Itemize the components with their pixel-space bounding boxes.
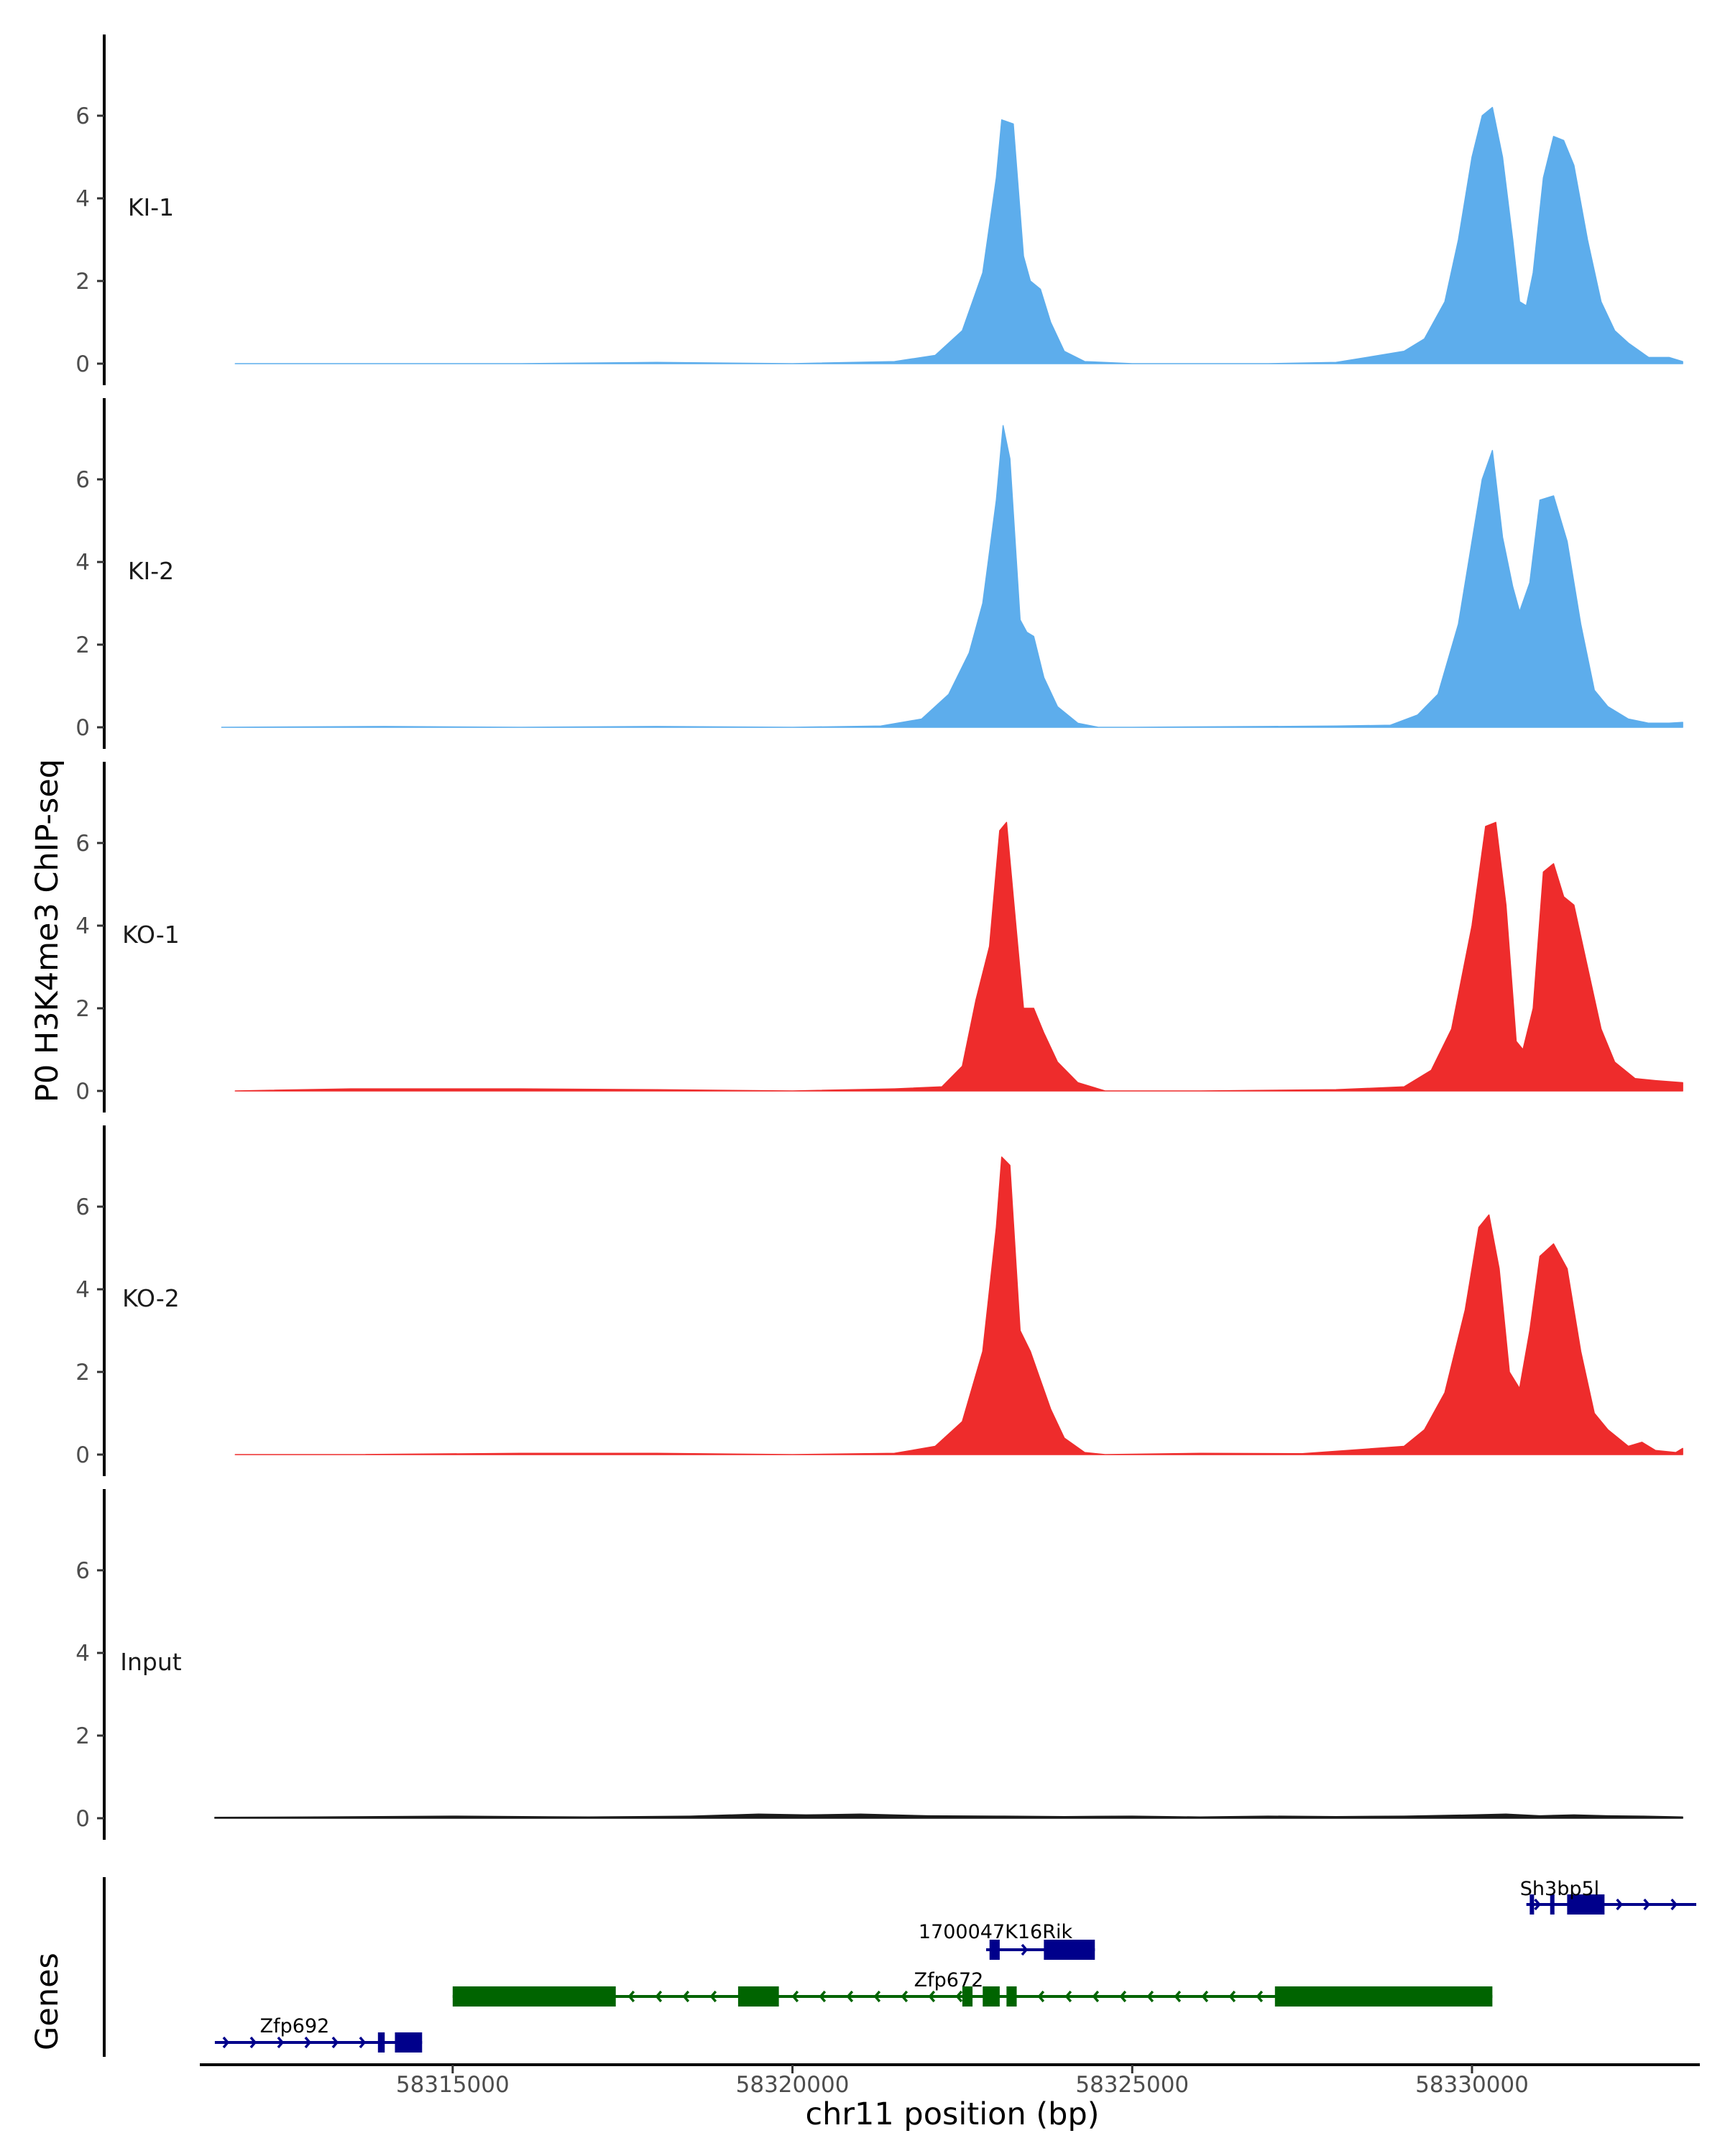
y-axis-title: P0 H3K4me3 ChIP-seq [29,759,65,1102]
strand-arrow [1534,1898,1541,1911]
y-tick-label: 4 [75,550,90,576]
track-ko-1: 0 2 4 6 KO-1 [75,762,1683,1112]
gene-exon [1530,1894,1535,1915]
gene-label: Sh3bp5l [1520,1878,1599,1900]
strand-arrow [1643,1898,1650,1911]
y-tick-label: 6 [75,1194,90,1220]
strand-arrow [1021,1943,1029,1956]
gene-exon [989,1940,1000,1960]
strand-arrow [791,1990,799,2003]
strand-arrow [1174,1990,1182,2003]
strand-arrow [1670,1898,1678,1911]
gene-exon [737,1986,779,2007]
coverage-area [234,106,1683,364]
genes-axis-title: Genes [29,1953,65,2050]
y-tick-label: 0 [75,1442,90,1468]
coverage-tracks: 0 2 4 6 KI-1 0 2 4 6 KI-2 0 2 4 6 KO-1 0 2 4 6 KO-2 0 2 4 6 Inpu… [75,34,1683,1840]
strand-arrow [1037,1990,1045,2003]
x-tick-label: 58315000 [396,2072,510,2098]
y-tick-label: 4 [75,1641,90,1667]
x-axis: 58315000 58320000 58325000 58330000 [200,2063,1700,2098]
y-tick-label: 4 [75,913,90,939]
strand-arrow [277,2036,285,2049]
coverage-area [221,425,1683,728]
y-tick-label: 0 [75,351,90,377]
track-label: KI-2 [128,557,174,585]
strand-arrow [955,1990,963,2003]
strand-arrow [222,2036,230,2049]
y-tick-label: 6 [75,467,90,493]
track-label: KI-1 [128,193,174,221]
strand-arrow [846,1990,854,2003]
gene-exon [962,1986,973,2007]
track-ki-1: 0 2 4 6 KI-1 [75,34,1683,385]
strand-arrow [1092,1990,1100,2003]
y-tick-label: 2 [75,1360,90,1386]
gene-label: Zfp692 [260,2015,330,2037]
gene-exon [1006,1986,1017,2007]
coverage-area [214,1813,1683,1819]
y-tick-label: 4 [75,1277,90,1303]
gene-exon [1550,1894,1555,1915]
strand-arrow [1146,1990,1154,2003]
x-tick-label: 58325000 [1075,2072,1189,2098]
strand-arrow [901,1990,908,2003]
strand-arrow [627,1990,635,2003]
y-tick-label: 2 [75,996,90,1022]
track-label: Input [120,1648,182,1676]
coverage-area [234,1156,1683,1455]
gene-exon [1274,1986,1493,2007]
coverage-area [234,821,1683,1092]
strand-arrow [1616,1898,1623,1911]
strand-arrow [682,1990,690,2003]
y-tick-label: 6 [75,831,90,857]
strand-arrow [359,2036,367,2049]
x-axis-title: chr11 position (bp) [805,2096,1099,2132]
gene-exon [1044,1940,1095,1960]
gene-zfp672: Zfp672 [452,1969,1493,2007]
gene-exon [452,1986,616,2007]
strand-arrow [1064,1990,1072,2003]
gene-label: Zfp672 [914,1969,984,1991]
track-ki-2: 0 2 4 6 KI-2 [75,398,1683,749]
strand-arrow [1256,1990,1264,2003]
gene-exon [1567,1894,1605,1915]
strand-arrow [1119,1990,1127,2003]
strand-arrow [1228,1990,1236,2003]
strand-arrow [304,2036,312,2049]
gene-exon [377,2032,385,2053]
y-tick-label: 0 [75,715,90,741]
strand-arrow [1201,1990,1209,2003]
y-tick-label: 6 [75,103,90,129]
y-tick-label: 2 [75,1723,90,1749]
track-input: 0 2 4 6 Input [75,1489,1683,1840]
track-label: KO-2 [122,1284,180,1312]
strand-arrow [709,1990,717,2003]
strand-arrow [819,1990,827,2003]
gene-annotation-panel: Zfp692 Zfp672 1700047K16Rik Sh3bp5l [103,1877,1696,2057]
y-tick-label: 6 [75,1558,90,1584]
y-tick-label: 4 [75,186,90,212]
gene-label: 1700047K16Rik [919,1921,1073,1943]
strand-arrow [928,1990,936,2003]
y-tick-label: 2 [75,632,90,658]
gene-zfp692: Zfp692 [214,2015,423,2053]
strand-arrow [873,1990,881,2003]
track-ko-2: 0 2 4 6 KO-2 [75,1125,1683,1476]
gene-exon [983,1986,1000,2007]
y-tick-label: 0 [75,1806,90,1832]
gene-sh3bp5l: Sh3bp5l [1520,1878,1696,1915]
track-label: KO-1 [122,921,180,949]
x-tick-label: 58330000 [1415,2072,1529,2098]
y-tick-label: 2 [75,269,90,295]
strand-arrow [655,1990,663,2003]
gene-exon [395,2032,423,2053]
x-tick-label: 58320000 [736,2072,850,2098]
y-tick-label: 0 [75,1079,90,1105]
gene-1700047k16rik: 1700047K16Rik [919,1921,1095,1960]
strand-arrow [331,2036,339,2049]
strand-arrow [249,2036,257,2049]
